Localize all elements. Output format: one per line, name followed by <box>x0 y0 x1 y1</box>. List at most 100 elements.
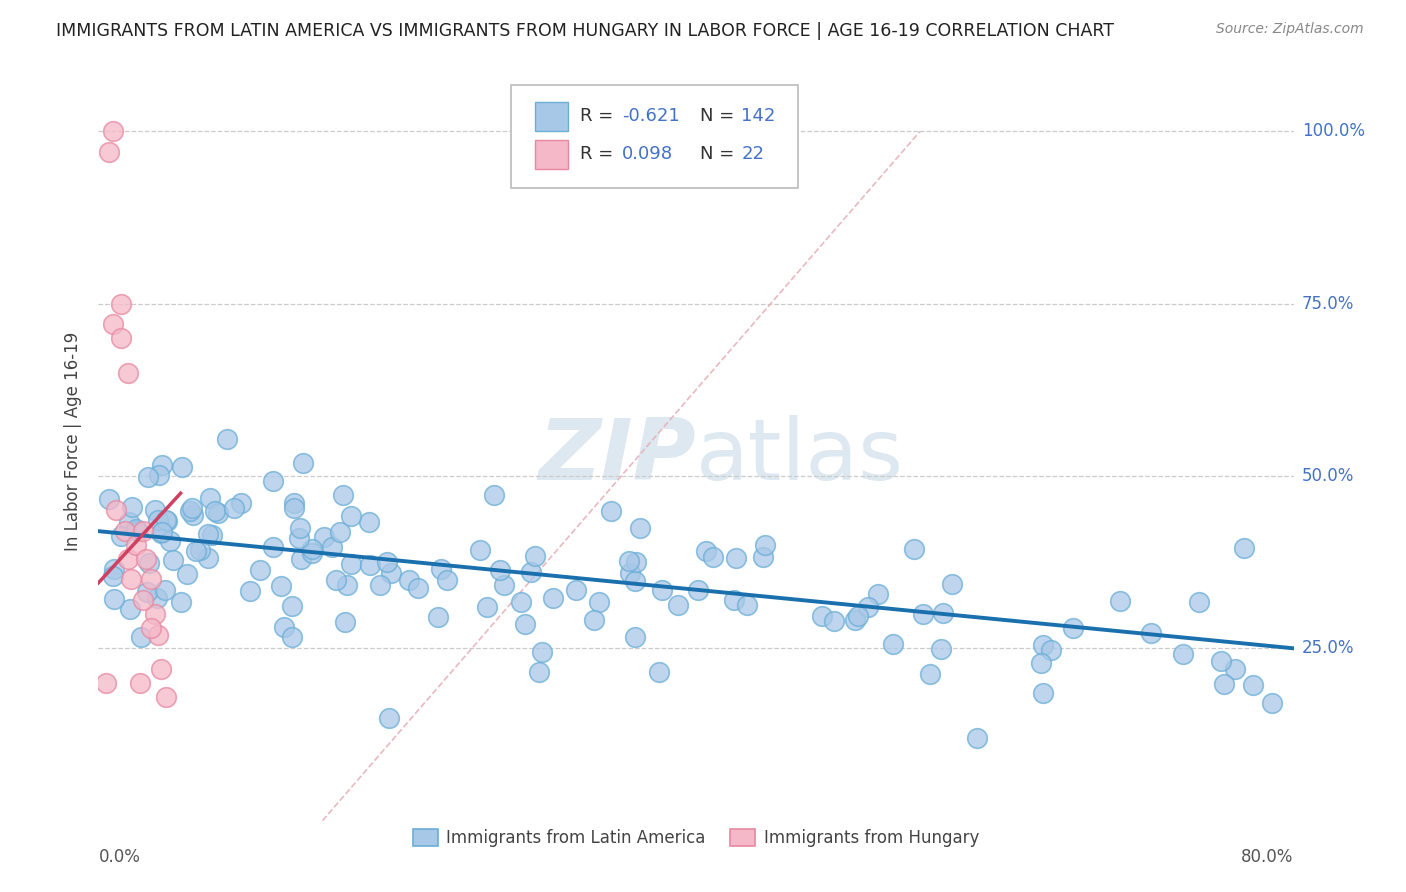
Point <box>97 492 120 507</box>
Point <box>94 675 117 690</box>
Text: 100.0%: 100.0% <box>1302 122 1365 140</box>
Point <box>436 573 458 587</box>
Point <box>695 544 717 558</box>
Text: Source: ZipAtlas.com: Source: ZipAtlas.com <box>1216 22 1364 37</box>
Point <box>931 642 953 657</box>
Point <box>565 582 588 597</box>
Text: -0.621: -0.621 <box>621 107 679 125</box>
Point <box>523 549 546 564</box>
Point <box>430 562 453 576</box>
Point <box>966 731 988 745</box>
Point <box>150 662 173 676</box>
Point <box>283 496 305 510</box>
Point <box>932 607 955 621</box>
Point <box>1188 594 1211 608</box>
Point <box>336 578 359 592</box>
Point <box>159 533 181 548</box>
Text: 142: 142 <box>741 107 776 125</box>
Point <box>378 711 401 725</box>
Point <box>359 558 381 573</box>
Point <box>1260 696 1282 710</box>
Point <box>110 529 132 543</box>
Point <box>398 573 420 587</box>
Text: N =: N = <box>700 107 740 125</box>
Point <box>666 599 689 613</box>
Point <box>110 331 132 345</box>
Text: 22: 22 <box>741 145 765 163</box>
Point <box>1241 678 1264 692</box>
Point <box>143 503 166 517</box>
Point <box>197 550 219 565</box>
Point <box>1173 648 1195 662</box>
Text: N =: N = <box>700 145 740 163</box>
Point <box>145 591 167 605</box>
Text: ZIP: ZIP <box>538 415 696 499</box>
Point <box>200 491 222 505</box>
Point <box>723 592 745 607</box>
Point <box>702 549 724 564</box>
Point <box>520 565 543 579</box>
Point <box>127 524 149 538</box>
Point <box>103 592 125 607</box>
Point <box>262 541 284 555</box>
Point <box>114 524 136 538</box>
Point <box>288 531 311 545</box>
Point <box>340 558 363 572</box>
Point <box>941 577 963 591</box>
Point <box>197 526 219 541</box>
Point <box>139 621 162 635</box>
Point <box>329 525 352 540</box>
Point <box>1209 654 1232 668</box>
Point <box>148 627 170 641</box>
Point <box>135 551 157 566</box>
Point <box>239 584 262 599</box>
Point <box>1213 677 1236 691</box>
Point <box>427 610 450 624</box>
Point <box>181 500 204 515</box>
Point <box>626 555 648 569</box>
Point <box>370 578 392 592</box>
Point <box>752 549 775 564</box>
Text: R =: R = <box>581 145 619 163</box>
Point <box>1139 626 1161 640</box>
Point <box>492 578 515 592</box>
Point <box>588 595 610 609</box>
Point <box>231 495 253 509</box>
Point <box>281 599 304 614</box>
Text: atlas: atlas <box>696 415 904 499</box>
Point <box>125 524 148 538</box>
Point <box>162 553 184 567</box>
Point <box>332 488 354 502</box>
Bar <box>534 102 568 130</box>
Point <box>1039 642 1062 657</box>
Point <box>724 550 747 565</box>
Point <box>648 665 671 679</box>
Point <box>103 124 125 138</box>
Point <box>139 573 162 587</box>
Point <box>103 318 125 332</box>
Point <box>903 541 925 556</box>
Point <box>249 563 271 577</box>
Point <box>301 541 323 556</box>
Point <box>118 515 141 529</box>
Point <box>132 593 155 607</box>
Point <box>129 630 152 644</box>
Point <box>1032 638 1054 652</box>
Point <box>176 567 198 582</box>
Point <box>117 366 139 380</box>
Point <box>489 563 512 577</box>
Point <box>529 665 551 680</box>
Point <box>120 573 142 587</box>
Point <box>150 458 173 472</box>
Point <box>143 607 166 621</box>
Point <box>651 583 673 598</box>
Point <box>121 500 143 514</box>
Point <box>270 579 292 593</box>
Text: IMMIGRANTS FROM LATIN AMERICA VS IMMIGRANTS FROM HUNGARY IN LABOR FORCE | AGE 16: IMMIGRANTS FROM LATIN AMERICA VS IMMIGRA… <box>56 22 1114 40</box>
Point <box>148 512 170 526</box>
Point <box>129 675 152 690</box>
Point <box>283 500 305 515</box>
Point <box>155 690 177 704</box>
Point <box>153 582 176 597</box>
Point <box>155 513 177 527</box>
